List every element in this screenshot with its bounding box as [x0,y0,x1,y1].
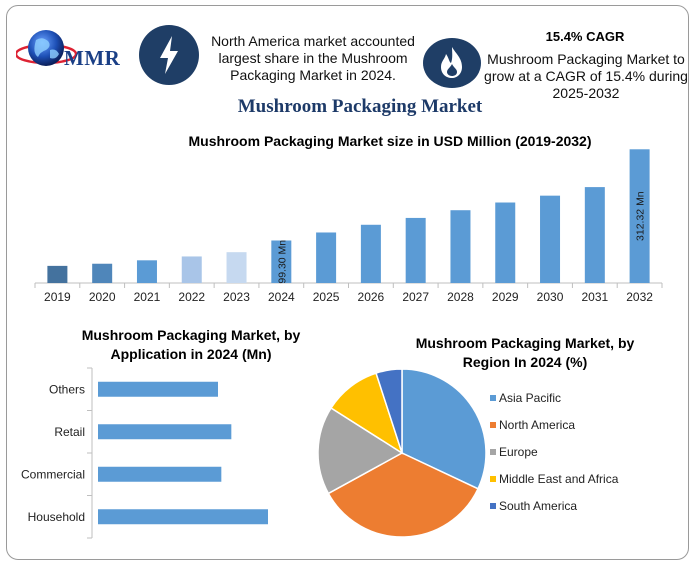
x-tick-label: 2032 [626,290,653,304]
y-tick-label: Retail [54,425,85,439]
bar-2029 [495,202,516,283]
bar-2027 [405,217,426,283]
legend-label: Europe [499,445,538,459]
legend-swatch [490,476,496,482]
flame-icon [441,47,462,78]
region-chart-title: Mushroom Packaging Market, by Region In … [415,335,635,370]
bar-2022 [181,256,202,283]
bar-2032 [629,149,650,283]
slice-north-america [327,452,480,538]
lightning-icon [160,36,178,74]
highlight-cagr: Mushroom Packaging Market to grow at a C… [484,51,688,101]
x-tick-label: 2023 [223,290,250,304]
bar-2028 [450,210,471,283]
application-chart-title: Mushroom Packaging Market, by Applicatio… [81,327,301,362]
logo-text: MMR [64,46,121,70]
y-tick-label: Others [49,382,85,396]
flame-badge [423,38,481,88]
x-tick-label: 2024 [268,290,295,304]
main-title: Mushroom Packaging Market [237,96,483,117]
x-tick-label: 2020 [89,290,116,304]
x-tick-label: 2019 [44,290,71,304]
slice-europe [317,406,404,495]
bar-2023 [226,252,247,283]
legend-label: Middle East and Africa [499,472,619,486]
data-label: 99.30 Mn [276,240,288,284]
x-tick-label: 2031 [581,290,608,304]
lightning-badge [139,25,199,85]
bar-2024 [271,240,292,283]
y-tick-label: Household [28,510,85,524]
bar-2019 [47,265,68,283]
bar-retail [98,424,232,440]
market-size-chart-title: Mushroom Packaging Market size in USD Mi… [188,133,592,149]
legend-label: Asia Pacific [499,391,561,405]
slice-south-america [375,368,403,454]
legend-swatch [490,449,496,455]
x-tick-label: 2025 [313,290,340,304]
bar-2026 [360,224,381,283]
bar-household [98,509,268,525]
data-label: 312.32 Mn [635,191,647,241]
x-tick-label: 2021 [134,290,161,304]
legend-label: North America [499,418,575,432]
bar-commercial [98,466,222,482]
legend-swatch [490,422,496,428]
y-tick-label: Commercial [21,467,85,481]
x-tick-label: 2030 [537,290,564,304]
bar-2025 [316,232,337,283]
legend-swatch [490,503,496,509]
x-tick-label: 2022 [178,290,205,304]
bar-2021 [136,260,157,283]
bar-2020 [92,263,113,283]
x-tick-label: 2027 [402,290,429,304]
cagr-title: 15.4% CAGR [545,29,625,44]
x-tick-label: 2029 [492,290,519,304]
slice-asia-pacific [401,368,487,490]
bar-others [98,381,218,397]
x-tick-label: 2028 [447,290,474,304]
bar-2031 [584,187,605,283]
bar-2030 [540,195,561,283]
legend-label: South America [499,499,577,513]
highlight-north-america: North America market accounted largest s… [211,33,415,83]
x-tick-label: 2026 [358,290,385,304]
legend-swatch [490,395,496,401]
globe-icon [16,30,78,66]
